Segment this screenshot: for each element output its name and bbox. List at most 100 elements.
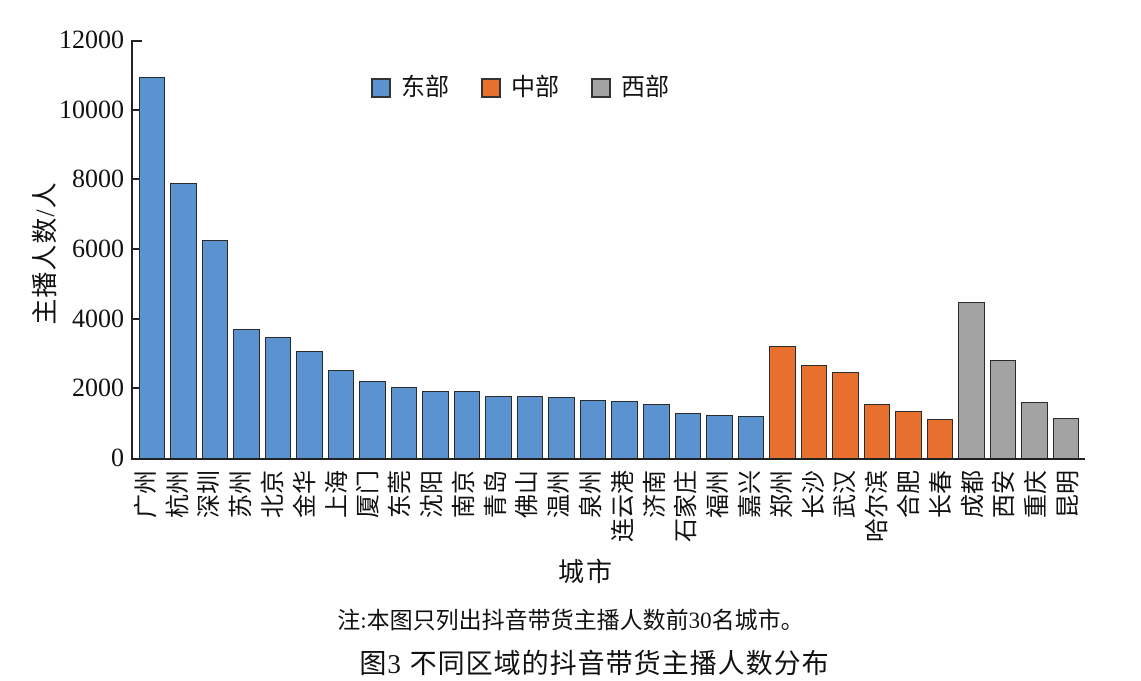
bar-东莞: [390, 386, 418, 458]
x-tick-label-长春: 长春: [928, 470, 955, 518]
bar-重庆: [1021, 401, 1048, 458]
bars-container: [133, 40, 1085, 458]
bar-slot: [168, 182, 200, 458]
x-tick-label-上海: 上海: [324, 470, 351, 518]
bar-杭州: [170, 182, 197, 458]
bar-slot: [735, 415, 767, 458]
x-tick-label-杭州: 杭州: [165, 470, 192, 518]
legend-label-east: 东部: [401, 75, 449, 101]
x-tick-label-合肥: 合肥: [897, 470, 924, 518]
x-tick-label-泉州: 泉州: [579, 470, 606, 518]
x-tick-label-成都: 成都: [960, 470, 987, 518]
bar-slot: [483, 395, 515, 458]
bar-slot: [294, 351, 326, 458]
bar-合肥: [895, 410, 922, 458]
bar-slot: [451, 391, 483, 458]
legend: 东部 中部 西部: [371, 76, 669, 100]
bar-slot: [136, 76, 168, 458]
figure-caption: 图3 不同区域的抖音带货主播人数分布: [0, 642, 1141, 681]
bar-泉州: [579, 400, 607, 458]
y-tick-label: 6000: [72, 234, 124, 263]
bar-哈尔滨: [863, 404, 891, 458]
x-tick-label-厦门: 厦门: [356, 470, 383, 518]
bar-深圳: [201, 239, 229, 458]
bar-武汉: [832, 371, 859, 458]
y-tick-label: 10000: [59, 94, 124, 124]
bar-济南: [643, 403, 670, 458]
bar-苏州: [233, 328, 260, 458]
bar-slot: [672, 413, 704, 458]
figure-caption-text: 图3 不同区域的抖音带货主播人数分布: [359, 649, 830, 679]
y-tick-label: 12000: [59, 25, 124, 54]
legend-item-east: 东部: [371, 76, 449, 100]
x-tick-label-佛山: 佛山: [515, 470, 542, 518]
x-tick-label-深圳: 深圳: [197, 470, 224, 518]
x-tick-label-青岛: 青岛: [483, 470, 510, 518]
bar-slot: [577, 400, 609, 458]
y-tick-label: 4000: [72, 303, 124, 333]
bar-slot: [924, 419, 956, 458]
x-tick-label-温州: 温州: [547, 470, 574, 518]
bar-slot: [798, 365, 830, 458]
y-tick-mark: [133, 387, 142, 390]
x-tick-label-武汉: 武汉: [833, 470, 860, 518]
bar-佛山: [516, 396, 544, 458]
y-tick-mark: [133, 108, 142, 111]
bar-slot: [1050, 418, 1082, 458]
bar-嘉兴: [737, 415, 765, 458]
x-tick-label-连云港: 连云港: [610, 470, 637, 542]
x-tick-label-南京: 南京: [451, 470, 478, 518]
bar-slot: [199, 239, 231, 458]
x-tick-label-济南: 济南: [642, 470, 669, 518]
bar-金华: [296, 351, 323, 458]
east-region-swatch-icon: [371, 78, 391, 98]
y-tick-label: 2000: [72, 373, 124, 403]
y-tick-mark: [133, 317, 142, 320]
bar-石家庄: [674, 413, 702, 458]
x-tick-label-福州: 福州: [706, 470, 733, 518]
x-tick-label-西安: 西安: [992, 470, 1019, 518]
bar-青岛: [485, 395, 512, 458]
x-label-slot: 昆明: [1053, 470, 1085, 570]
bar-slot: [893, 410, 925, 458]
bar-长春: [926, 419, 954, 458]
bar-slot: [767, 346, 799, 458]
x-tick-label-金华: 金华: [292, 470, 319, 518]
x-tick-label-嘉兴: 嘉兴: [738, 470, 765, 518]
bar-郑州: [769, 346, 796, 458]
bar-西安: [989, 360, 1017, 458]
bar-slot: [546, 397, 578, 458]
y-tick-label: 0: [111, 443, 124, 472]
plot-area: 东部 中部 西部: [131, 40, 1085, 460]
y-tick-label: 8000: [72, 164, 124, 194]
bar-slot: [861, 404, 893, 458]
bar-昆明: [1052, 418, 1080, 458]
legend-label-central: 中部: [511, 75, 559, 101]
x-tick-label-广州: 广州: [133, 470, 160, 518]
x-tick-label-沈阳: 沈阳: [420, 470, 447, 518]
figure-note-text: 注:本图只列出抖音带货主播人数前30名城市。: [337, 608, 804, 633]
x-tick-label-东莞: 东莞: [388, 470, 415, 518]
bar-沈阳: [422, 391, 449, 458]
bar-slot: [262, 336, 294, 458]
legend-item-west: 西部: [591, 76, 669, 100]
west-region-swatch-icon: [591, 78, 611, 98]
bar-南京: [453, 391, 481, 458]
x-tick-label-郑州: 郑州: [769, 470, 796, 518]
bar-长沙: [800, 365, 828, 458]
y-tick-mark: [133, 248, 142, 250]
x-tick-label-北京: 北京: [261, 470, 288, 518]
x-tick-label-重庆: 重庆: [1024, 470, 1051, 518]
x-tick-label-苏州: 苏州: [229, 470, 256, 518]
figure-note: 注:本图只列出抖音带货主播人数前30名城市。: [0, 601, 1141, 635]
legend-item-central: 中部: [481, 76, 559, 100]
bar-广州: [138, 76, 165, 458]
bar-slot: [987, 360, 1019, 458]
bar-slot: [388, 386, 420, 458]
bar-slot: [514, 396, 546, 458]
y-tick-mark: [133, 40, 142, 42]
bar-连云港: [611, 400, 638, 458]
bar-slot: [641, 403, 673, 458]
bar-slot: [609, 400, 641, 458]
